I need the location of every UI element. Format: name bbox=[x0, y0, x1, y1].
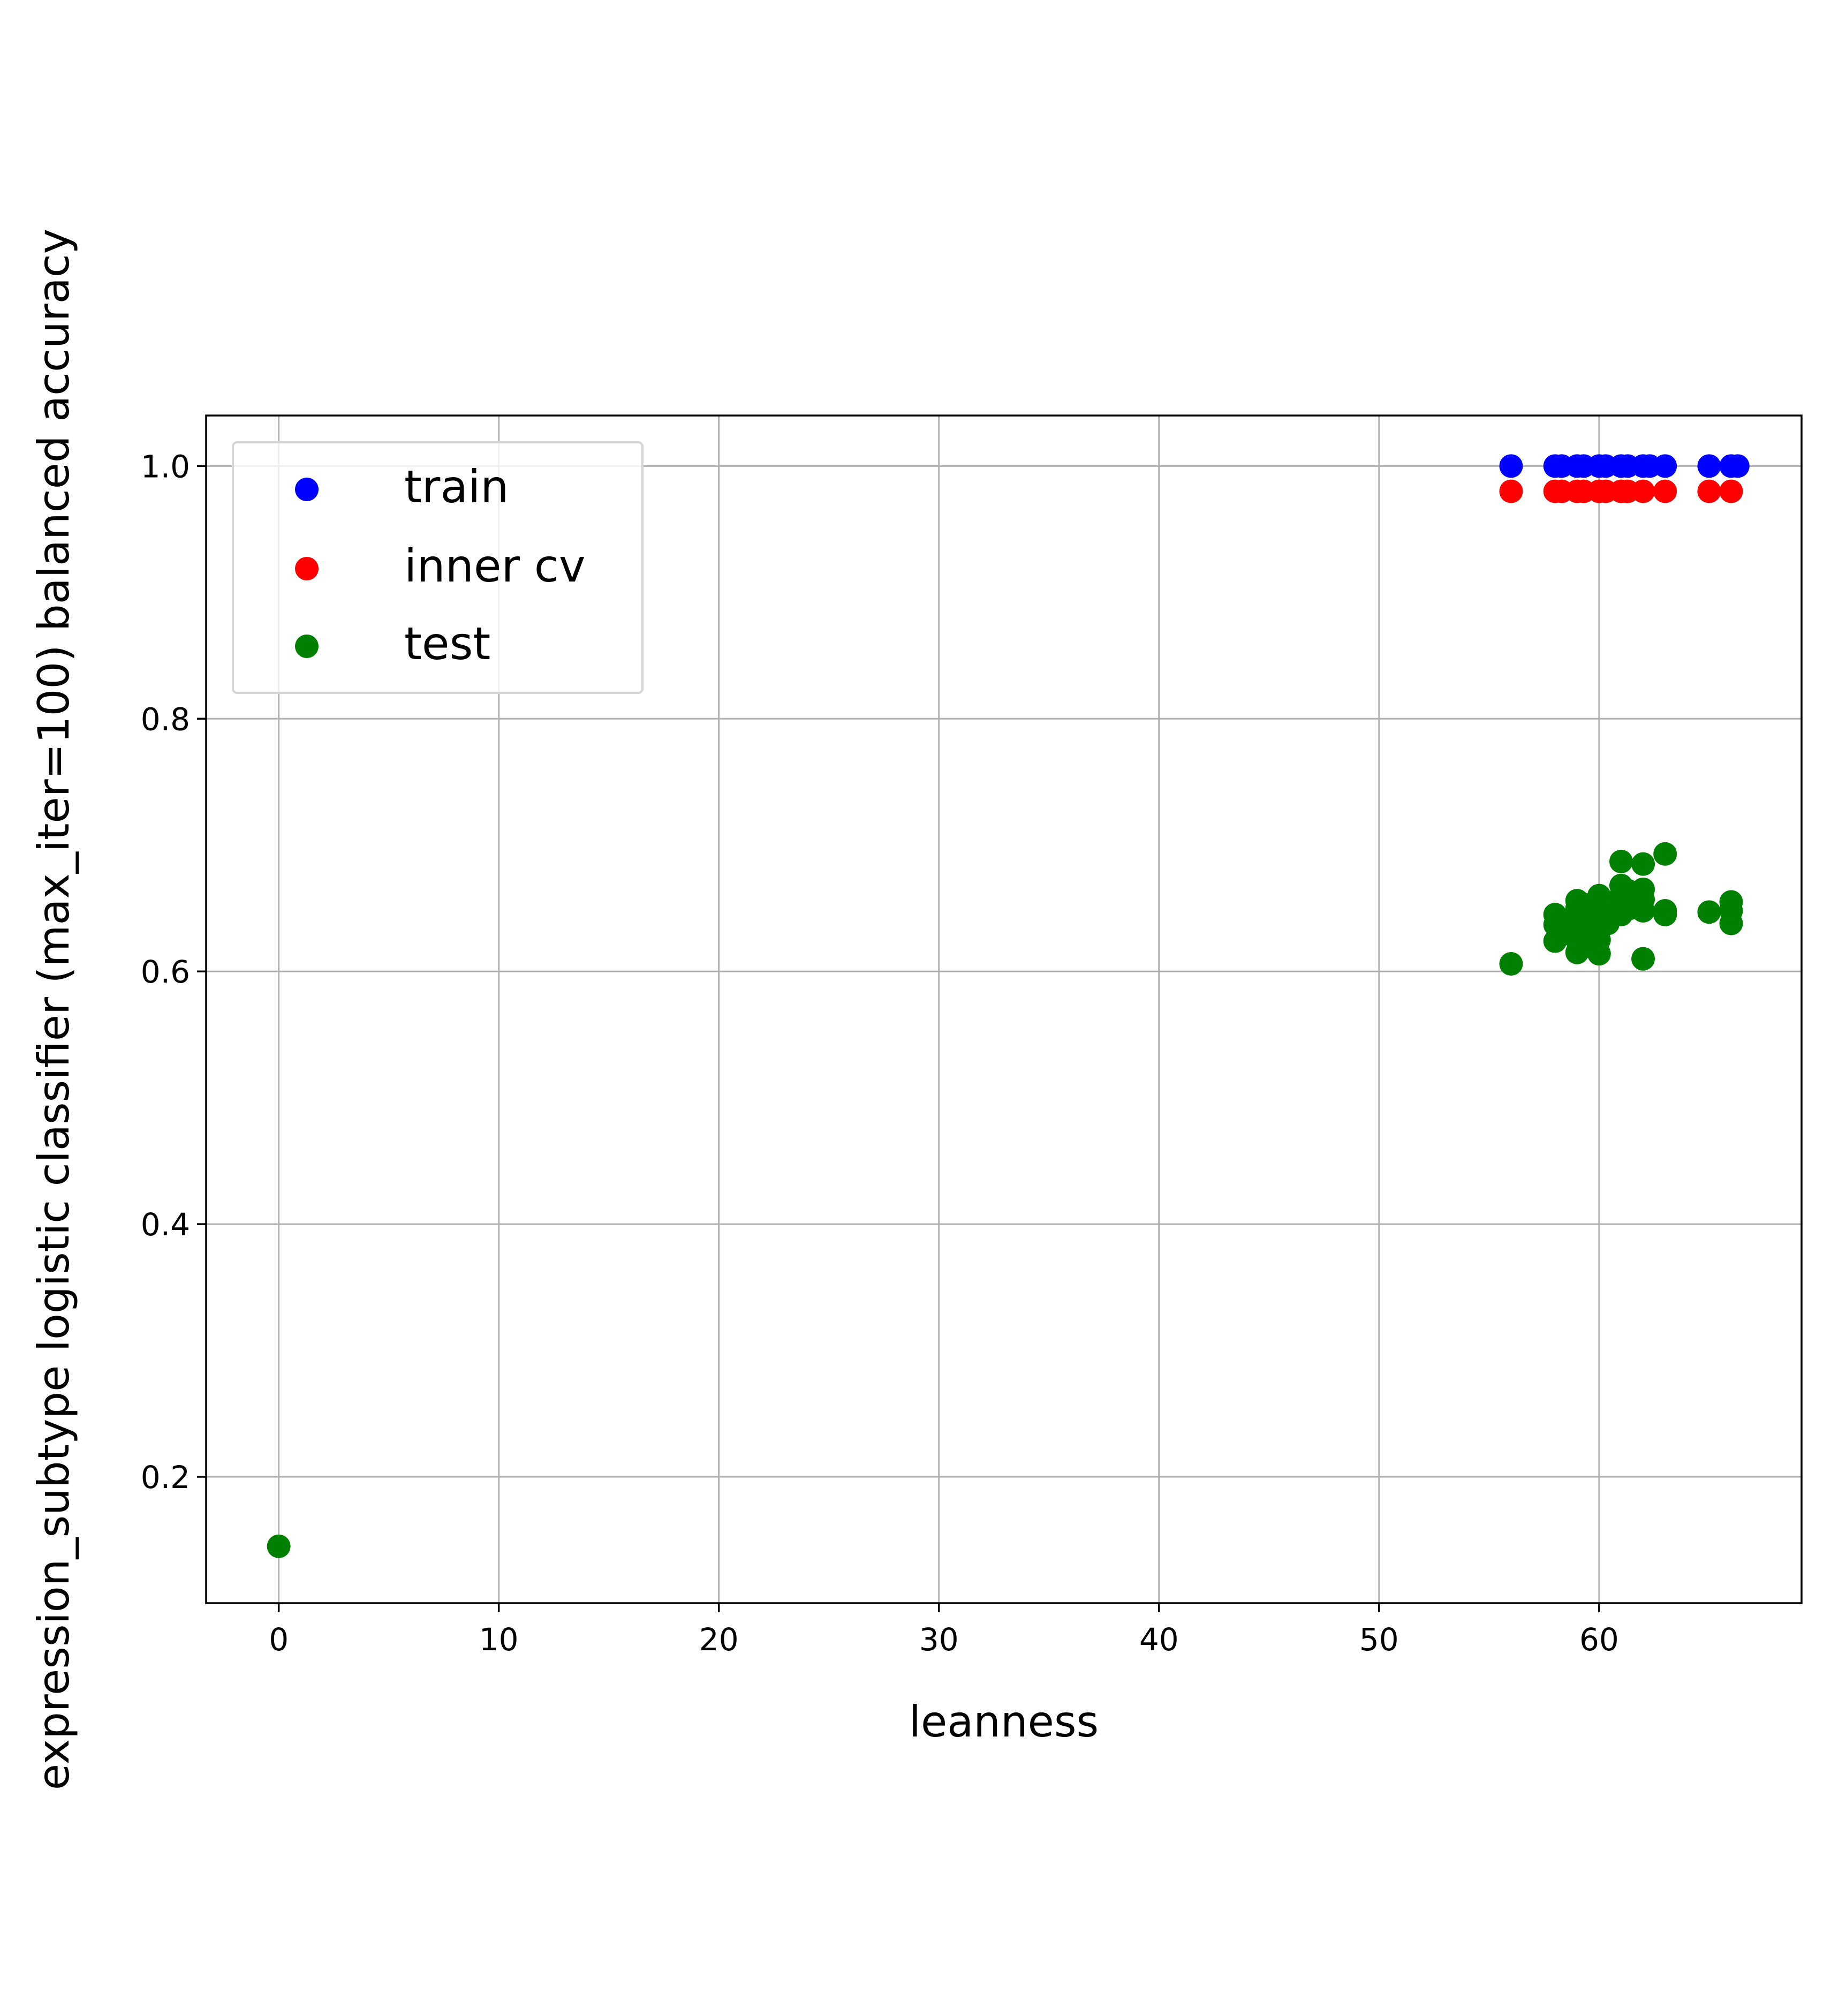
point-test bbox=[1653, 842, 1677, 866]
y-tick-label: 0.8 bbox=[141, 701, 190, 737]
point-test bbox=[1697, 900, 1721, 924]
point-train bbox=[1726, 454, 1750, 478]
series-train bbox=[1499, 454, 1750, 478]
plot-frame bbox=[205, 414, 1803, 1604]
point-test bbox=[1609, 849, 1633, 873]
point-test bbox=[1499, 952, 1523, 976]
point-inner-cv bbox=[1653, 479, 1677, 503]
x-tick-label: 20 bbox=[699, 1621, 739, 1658]
y-axis-title: expression_subtype logistic classifier (… bbox=[29, 229, 79, 1790]
x-tick-label: 60 bbox=[1579, 1621, 1619, 1658]
x-axis-title: leanness bbox=[909, 1697, 1099, 1747]
point-train bbox=[1697, 454, 1721, 478]
point-test bbox=[1587, 942, 1611, 966]
legend-marker-inner-cv bbox=[295, 557, 319, 580]
legend-marker-train bbox=[295, 478, 319, 501]
point-inner-cv bbox=[1631, 479, 1655, 503]
point-inner-cv bbox=[1719, 479, 1743, 503]
legend-box bbox=[232, 441, 644, 694]
grid bbox=[206, 416, 1802, 1603]
legend-label-train: train bbox=[404, 460, 509, 513]
series-test bbox=[267, 842, 1743, 1558]
y-tick-label: 0.6 bbox=[141, 954, 190, 990]
axis-ticks: 0 10 20 30 40 50 60 0.2 0.4 0.6 0.8 1.0 bbox=[141, 448, 1619, 1658]
point-test bbox=[1719, 911, 1743, 935]
x-tick-label: 40 bbox=[1139, 1621, 1179, 1658]
series-inner-cv bbox=[1499, 479, 1743, 503]
point-test bbox=[1631, 947, 1655, 971]
point-inner-cv bbox=[1499, 479, 1523, 503]
legend: train inner cv test bbox=[232, 441, 644, 694]
point-inner-cv bbox=[1697, 479, 1721, 503]
y-tick-label: 1.0 bbox=[141, 448, 190, 485]
x-tick-label: 10 bbox=[479, 1621, 519, 1658]
point-train bbox=[1499, 454, 1523, 478]
point-train bbox=[1653, 454, 1677, 478]
data-points bbox=[267, 454, 1750, 1558]
legend-label-test: test bbox=[404, 617, 490, 670]
y-tick-label: 0.4 bbox=[141, 1206, 190, 1243]
legend-marker-test bbox=[295, 635, 319, 658]
legend-label-inner-cv: inner cv bbox=[404, 540, 586, 592]
point-test bbox=[1653, 903, 1677, 927]
y-tick-label: 0.2 bbox=[141, 1459, 190, 1496]
x-tick-label: 30 bbox=[919, 1621, 959, 1658]
x-tick-label: 50 bbox=[1359, 1621, 1399, 1658]
point-test bbox=[1631, 852, 1655, 876]
x-tick-label: 0 bbox=[269, 1621, 289, 1658]
point-test bbox=[1631, 898, 1655, 923]
point-test bbox=[267, 1534, 291, 1558]
